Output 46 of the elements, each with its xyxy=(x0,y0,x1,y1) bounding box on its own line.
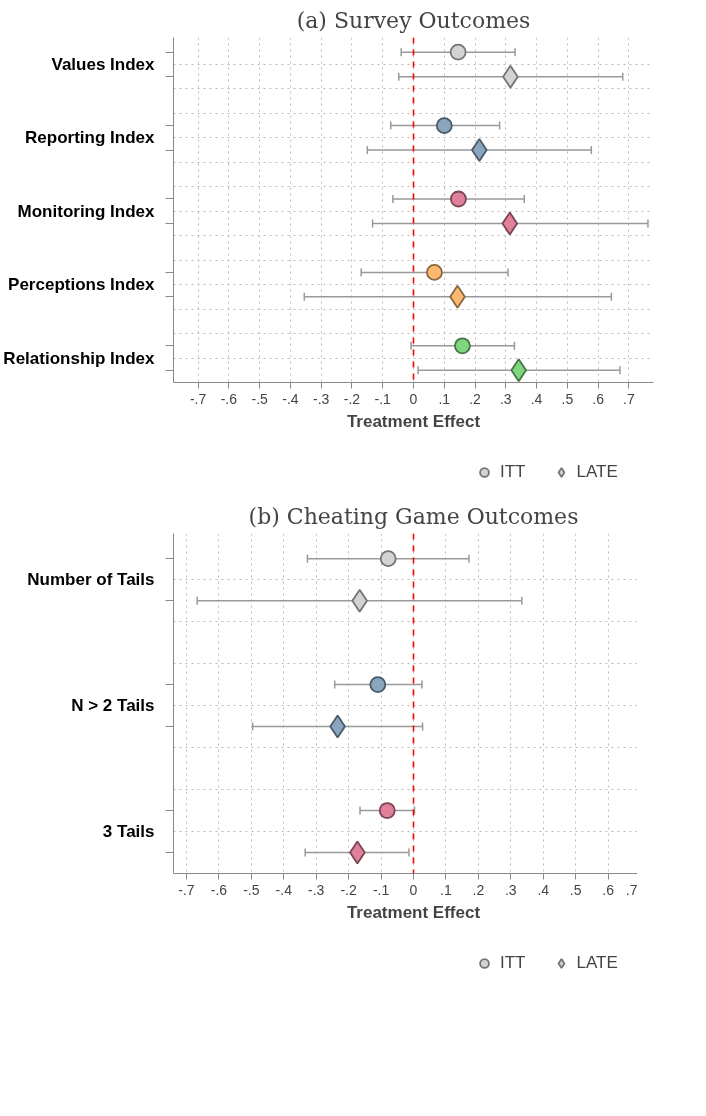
x-axis-title: Treatment Effect xyxy=(346,902,481,922)
y-tick-label: Perceptions Index xyxy=(8,275,156,295)
x-tick-label: -.4 xyxy=(275,881,293,898)
x-tick-label: -.3 xyxy=(313,390,330,407)
legend-label: LATE xyxy=(576,953,618,973)
x-tick-label: .3 xyxy=(504,881,517,898)
x-axis-title: Treatment Effect xyxy=(346,411,481,431)
x-tick-label: -.4 xyxy=(282,390,299,407)
x-tick-label: -.5 xyxy=(243,881,260,898)
x-tick-label: 0 xyxy=(409,881,418,898)
x-tick-label: -.3 xyxy=(308,881,325,898)
y-tick-label: Reporting Index xyxy=(25,128,156,148)
y-tick-label: 3 Tails xyxy=(102,822,155,842)
x-tick-label: .5 xyxy=(561,390,574,407)
x-tick-label: -.7 xyxy=(178,881,195,898)
y-tick-label: Relationship Index xyxy=(3,348,156,368)
x-tick-label: -.1 xyxy=(372,881,390,898)
x-tick-label: -.2 xyxy=(343,390,361,407)
x-tick-label: .3 xyxy=(499,390,512,407)
x-tick-label: -.1 xyxy=(374,390,392,407)
y-tick-label: Monitoring Index xyxy=(17,201,156,221)
x-tick-label: .5 xyxy=(569,881,582,898)
y-tick-label: N > 2 Tails xyxy=(71,696,155,716)
chart-title: (b) Cheating Game Outcomes xyxy=(248,503,579,529)
x-tick-label: 0 xyxy=(409,390,418,407)
x-tick-label: .4 xyxy=(530,390,543,407)
x-tick-label: .7 xyxy=(623,390,635,407)
y-tick-label: Values Index xyxy=(51,54,156,74)
legend-label: LATE xyxy=(576,462,618,482)
x-tick-label: -.6 xyxy=(210,881,228,898)
x-tick-label: .7 xyxy=(625,881,638,898)
chart-title: (a) Survey Outcomes xyxy=(296,7,531,33)
x-tick-label: .1 xyxy=(438,390,451,407)
x-tick-label: .6 xyxy=(592,390,605,407)
x-tick-label: -.2 xyxy=(340,881,358,898)
x-tick-label: .2 xyxy=(469,390,482,407)
y-tick-label: Number of Tails xyxy=(27,570,155,590)
x-tick-label: .1 xyxy=(440,881,452,898)
x-tick-label: .2 xyxy=(472,881,485,898)
x-tick-label: -.6 xyxy=(220,390,238,407)
legend-label: ITT xyxy=(500,462,526,482)
x-tick-label: -.5 xyxy=(251,390,269,407)
legend-label: ITT xyxy=(500,953,526,973)
x-tick-label: .6 xyxy=(602,881,615,898)
x-tick-label: -.7 xyxy=(189,390,207,407)
x-tick-label: .4 xyxy=(537,881,550,898)
